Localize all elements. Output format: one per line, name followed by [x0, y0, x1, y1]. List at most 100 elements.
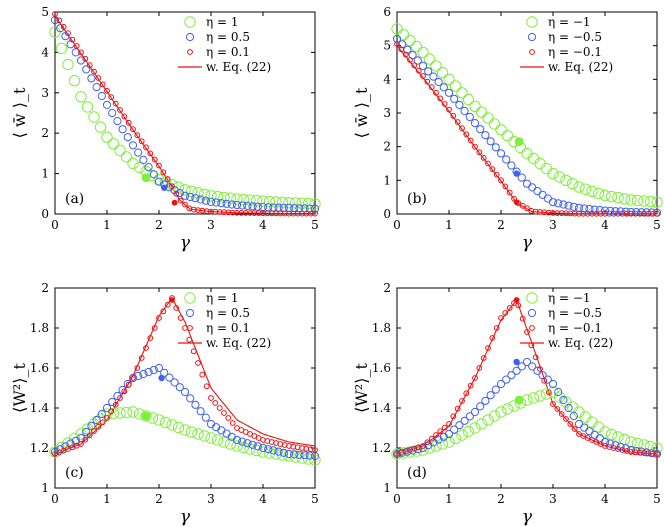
data-point — [586, 185, 598, 198]
data-point — [182, 325, 188, 331]
data-point — [186, 336, 193, 343]
y-tick-label: 1 — [41, 481, 49, 495]
data-point — [402, 51, 409, 58]
data-point — [408, 51, 417, 60]
data-point — [75, 91, 87, 103]
data-point — [211, 190, 224, 203]
data-point — [52, 11, 58, 17]
y-axis-label: ⟨W²⟩_t — [10, 363, 29, 413]
data-point — [631, 194, 644, 207]
data-point — [515, 302, 522, 309]
legend-label: w. Eq. (22) — [206, 336, 271, 350]
data-point — [519, 202, 526, 209]
data-point — [99, 81, 106, 88]
data-point — [153, 414, 165, 426]
data-point — [454, 405, 461, 412]
data-point — [138, 355, 145, 361]
legend-label: η = 1 — [206, 15, 239, 29]
data-point — [309, 454, 321, 466]
data-point — [312, 210, 318, 217]
data-point — [534, 157, 546, 170]
data-point — [206, 419, 216, 429]
data-point — [391, 448, 403, 460]
data-point — [257, 195, 269, 207]
data-point — [221, 410, 227, 416]
data-point — [538, 190, 547, 199]
data-point — [391, 23, 403, 35]
data-point — [300, 451, 309, 460]
legend-label: η = −1 — [548, 291, 591, 305]
data-point — [113, 117, 122, 126]
data-point — [138, 138, 145, 145]
highlight-point — [513, 297, 520, 303]
data-point — [554, 387, 563, 397]
data-point — [190, 348, 197, 355]
legend-label: η = 0.5 — [206, 306, 250, 320]
data-point — [491, 385, 500, 394]
x-tick-label: 4 — [601, 218, 609, 232]
legend-marker — [187, 49, 193, 55]
data-point — [224, 438, 237, 450]
series-1 — [391, 23, 663, 208]
highlight-point — [171, 199, 178, 206]
data-point — [521, 147, 533, 160]
data-point — [415, 67, 422, 74]
data-point — [595, 206, 604, 215]
data-point — [108, 108, 117, 118]
data-point — [62, 58, 74, 71]
legend-marker — [184, 292, 196, 304]
data-point — [541, 377, 548, 384]
data-point — [120, 406, 133, 419]
data-point — [467, 137, 474, 144]
data-point — [654, 451, 660, 457]
data-point — [232, 201, 242, 210]
data-point — [462, 93, 475, 106]
data-point — [107, 138, 120, 150]
data-point — [95, 75, 102, 81]
data-point — [201, 196, 210, 205]
data-point — [243, 439, 252, 448]
data-point — [134, 148, 143, 157]
data-point — [571, 426, 578, 432]
data-point — [299, 210, 305, 217]
data-point — [229, 420, 236, 426]
highlight-point — [158, 374, 165, 382]
data-point — [605, 428, 618, 441]
plot-frame — [54, 11, 316, 215]
data-point — [444, 88, 454, 97]
data-point — [56, 24, 65, 33]
data-point — [147, 335, 154, 341]
data-point — [279, 448, 288, 457]
data-point — [198, 430, 211, 442]
data-point — [449, 80, 462, 92]
data-point — [154, 363, 164, 373]
y-tick-label: 1.6 — [30, 361, 49, 375]
data-point — [501, 403, 514, 415]
data-point — [199, 371, 206, 378]
data-point — [134, 365, 141, 371]
data-point — [469, 100, 481, 113]
data-point — [191, 194, 200, 203]
data-point — [410, 40, 423, 53]
data-point — [284, 449, 294, 459]
y-tick-label: 2 — [383, 281, 391, 295]
data-point — [392, 34, 402, 44]
data-point — [243, 201, 252, 210]
data-point — [537, 366, 543, 372]
data-point — [216, 405, 223, 411]
data-point — [186, 394, 195, 403]
y-tick-label: 1.2 — [372, 441, 391, 455]
panel-label: (b) — [407, 191, 427, 207]
data-point — [463, 390, 470, 397]
data-point — [394, 41, 400, 47]
data-point — [159, 416, 172, 429]
data-point — [579, 183, 592, 195]
data-point — [467, 382, 474, 389]
data-point — [112, 100, 119, 107]
data-point — [156, 315, 162, 321]
highlight-point — [141, 411, 151, 421]
data-point — [114, 407, 126, 419]
data-point — [449, 432, 462, 445]
data-point — [121, 388, 128, 395]
series-3 — [52, 11, 318, 217]
